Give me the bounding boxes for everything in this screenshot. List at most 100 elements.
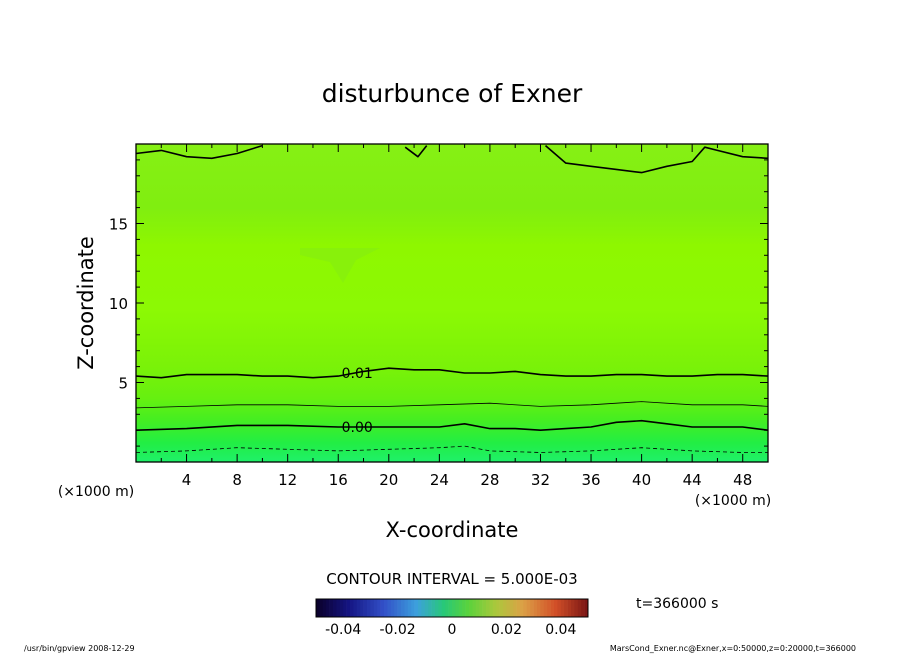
- colorbar-cell: [322, 599, 327, 617]
- colorbar-cell: [404, 599, 409, 617]
- colorbar-cell: [533, 599, 538, 617]
- x-tick-label: 28: [480, 471, 499, 489]
- colorbar-cell: [526, 599, 531, 617]
- x-tick-label: 4: [182, 471, 192, 489]
- colorbar-cell: [387, 599, 392, 617]
- x-tick-label: 20: [379, 471, 398, 489]
- colorbar-cell: [384, 599, 388, 617]
- colorbar-cell: [455, 599, 460, 617]
- contour-label-layer: 0.01 0.00: [342, 366, 373, 436]
- colorbar-cell: [329, 599, 334, 617]
- colorbar-cell: [411, 599, 415, 617]
- colorbar-cell: [363, 599, 368, 617]
- colorbar-cell: [346, 599, 351, 617]
- colorbar-cell: [353, 599, 358, 617]
- colorbar-cell: [350, 599, 354, 617]
- contour-label-0: 0.01: [342, 366, 373, 382]
- colorbar-cell: [424, 599, 429, 617]
- colorbar-cell: [486, 599, 490, 617]
- colorbar-cell: [458, 599, 463, 617]
- colorbar-cell: [489, 599, 494, 617]
- colorbar-cell: [540, 599, 545, 617]
- x-axis-unit-right: (×1000 m): [695, 493, 771, 509]
- colorbar-cell: [336, 599, 341, 617]
- x-tick-label: 32: [531, 471, 550, 489]
- contour-line-1: [135, 401, 769, 409]
- colorbar-cell: [397, 599, 402, 617]
- colorbar-cell: [537, 599, 541, 617]
- colorbar-cell: [554, 599, 558, 617]
- y-tick-label: 15: [109, 216, 128, 234]
- colorbar-label: 0.04: [545, 622, 576, 638]
- colorbar-cell: [373, 599, 378, 617]
- colorbar-cell: [584, 599, 589, 617]
- colorbar-cell: [506, 599, 511, 617]
- colorbar-cell: [367, 599, 371, 617]
- contour-line-6: [544, 144, 769, 174]
- x-tick-label: 40: [632, 471, 651, 489]
- colorbar-cell: [360, 599, 364, 617]
- x-tick-label: 48: [733, 471, 752, 489]
- colorbar-cell: [448, 599, 453, 617]
- footer-left: /usr/bin/gpview 2008-12-29: [24, 644, 135, 653]
- contour-line-2: [135, 419, 769, 431]
- colorbar-cell: [543, 599, 548, 617]
- colorbar-cell: [380, 599, 385, 617]
- field-dip-region: [300, 248, 380, 283]
- colorbar-cell: [482, 599, 487, 617]
- contour-line-0: [135, 367, 769, 379]
- colorbar-cell: [401, 599, 405, 617]
- colorbar-cell: [414, 599, 419, 617]
- colorbar-cell: [520, 599, 524, 617]
- colorbar-cell: [421, 599, 426, 617]
- colorbar-cell: [564, 599, 568, 617]
- colorbar-cell: [333, 599, 337, 617]
- colorbar-cell: [503, 599, 507, 617]
- y-tick-label: 5: [118, 375, 128, 393]
- colorbar-cell: [513, 599, 517, 617]
- colorbar-cell: [339, 599, 344, 617]
- colorbar-cell: [316, 599, 320, 617]
- colorbar-frame: [315, 598, 589, 618]
- colorbar-cell: [560, 599, 565, 617]
- colorbar-cell: [469, 599, 473, 617]
- colorbar-cell: [377, 599, 381, 617]
- colorbar-cell: [492, 599, 497, 617]
- x-tick-label: 36: [581, 471, 600, 489]
- colorbar-cell: [452, 599, 456, 617]
- colorbar-cell: [356, 599, 361, 617]
- colorbar-cell: [462, 599, 466, 617]
- colorbar-cell: [530, 599, 534, 617]
- colorbar-cell: [407, 599, 412, 617]
- colorbar-cell: [499, 599, 504, 617]
- x-tick-label: 24: [430, 471, 449, 489]
- colorbar-cell: [431, 599, 436, 617]
- colorbar-label: 0.02: [491, 622, 522, 638]
- colorbar-labels: -0.04 -0.02 0 0.02 0.04: [325, 622, 576, 638]
- colorbar-cell: [479, 599, 483, 617]
- colorbar-cell: [475, 599, 480, 617]
- colorbar-cell: [465, 599, 470, 617]
- contour-line-5: [404, 145, 428, 158]
- colorbar-cell: [550, 599, 555, 617]
- colorbar-cell: [326, 599, 330, 617]
- colorbar-cell: [516, 599, 521, 617]
- chart-title: disturbunce of Exner: [322, 79, 583, 108]
- colorbar-cell: [581, 599, 585, 617]
- colorbar-cell: [370, 599, 375, 617]
- x-tick-label: 12: [278, 471, 297, 489]
- colorbar-cell: [435, 599, 439, 617]
- colorbar-cell: [438, 599, 443, 617]
- colorbar-label: 0: [448, 622, 457, 638]
- colorbar-cell: [547, 599, 551, 617]
- contour-line-3: [135, 445, 768, 453]
- x-tick-label: 44: [683, 471, 702, 489]
- contour-interval-text: CONTOUR INTERVAL = 5.000E-03: [326, 570, 577, 588]
- x-axis-unit-left: (×1000 m): [58, 484, 134, 500]
- colorbar-cell: [428, 599, 432, 617]
- y-tick-label: 10: [109, 295, 128, 313]
- x-tick-label: 8: [232, 471, 242, 489]
- colorbar-cell: [441, 599, 446, 617]
- colorbar-cell: [509, 599, 514, 617]
